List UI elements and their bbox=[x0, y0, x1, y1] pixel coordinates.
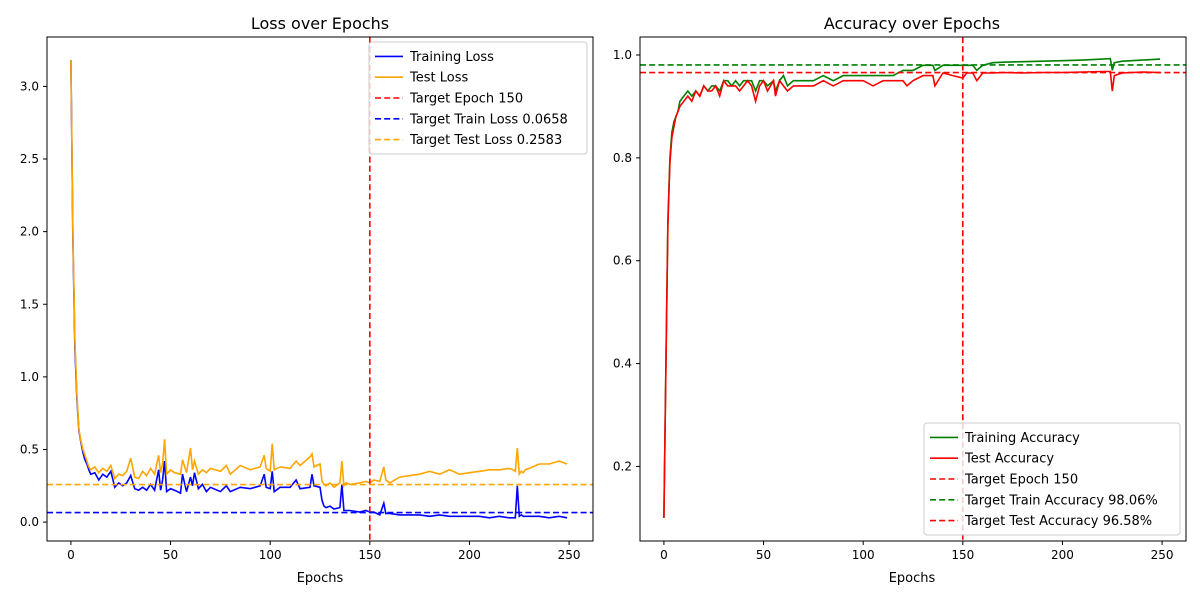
legend-label: Target Train Accuracy 98.06% bbox=[964, 493, 1158, 508]
axes-frame bbox=[46, 36, 594, 542]
y-tick-label: 3.0 bbox=[20, 79, 39, 93]
legend-label: Target Test Accuracy 96.58% bbox=[964, 514, 1152, 529]
legend-label: Target Epoch 150 bbox=[409, 92, 523, 107]
legend: Training Loss Test Loss Target Epoch 150 Ta… bbox=[368, 41, 588, 155]
x-tick-label: 150 bbox=[358, 548, 381, 562]
x-tick-label: 100 bbox=[852, 548, 875, 562]
legend-label: Test Accuracy bbox=[964, 452, 1054, 467]
legend-label: Test Loss bbox=[409, 71, 468, 86]
legend-label: Target Test Loss 0.2583 bbox=[409, 133, 562, 148]
y-tick-label: 0.4 bbox=[613, 357, 632, 371]
legend-box bbox=[923, 422, 1181, 536]
accuracy-chart-panel: Accuracy over Epochs Epochs 0 50 100 150 200… bbox=[613, 14, 1187, 586]
chart-title: Accuracy over Epochs bbox=[824, 14, 1000, 33]
y-tick-label: 0.8 bbox=[613, 151, 632, 165]
x-tick-label: 250 bbox=[558, 548, 581, 562]
legend-label: Training Accuracy bbox=[964, 431, 1080, 446]
x-axis-label: Epochs bbox=[889, 571, 936, 586]
x-tick-label: 100 bbox=[259, 548, 282, 562]
x-tick-label: 50 bbox=[163, 548, 178, 562]
legend: Training Accuracy Test Accuracy Target Epo… bbox=[923, 422, 1181, 536]
loss-chart-panel: Loss over Epochs Epochs 0 50 100 150 200 250 0… bbox=[20, 14, 594, 586]
y-tick-label: 2.5 bbox=[20, 152, 39, 166]
y-tick-label: 1.5 bbox=[20, 297, 39, 311]
plot-area bbox=[640, 37, 1186, 541]
legend-label: Target Train Loss 0.0658 bbox=[409, 112, 568, 127]
legend-box bbox=[368, 41, 588, 155]
x-axis-label: Epochs bbox=[297, 571, 344, 586]
legend-label: Training Loss bbox=[409, 50, 494, 65]
legend-label: Target Epoch 150 bbox=[964, 473, 1078, 488]
y-tick-label: 0.0 bbox=[20, 515, 39, 529]
y-tick-label: 0.2 bbox=[613, 459, 632, 473]
axes-frame bbox=[639, 36, 1187, 542]
x-tick-label: 250 bbox=[1151, 548, 1174, 562]
y-tick-label: 2.0 bbox=[20, 225, 39, 239]
chart-title: Loss over Epochs bbox=[251, 14, 389, 33]
x-tick-label: 200 bbox=[1051, 548, 1074, 562]
y-tick-label: 0.6 bbox=[613, 254, 632, 268]
series-line-0 bbox=[70, 60, 568, 519]
x-tick-label: 200 bbox=[458, 548, 481, 562]
y-tick-label: 0.5 bbox=[20, 442, 39, 456]
x-tick-label: 150 bbox=[951, 548, 974, 562]
x-tick-label: 50 bbox=[756, 548, 771, 562]
series-line-1 bbox=[70, 60, 568, 489]
y-tick-label: 1.0 bbox=[613, 48, 632, 62]
x-tick-label: 0 bbox=[660, 548, 668, 562]
x-tick-label: 0 bbox=[67, 548, 75, 562]
y-tick-label: 1.0 bbox=[20, 370, 39, 384]
